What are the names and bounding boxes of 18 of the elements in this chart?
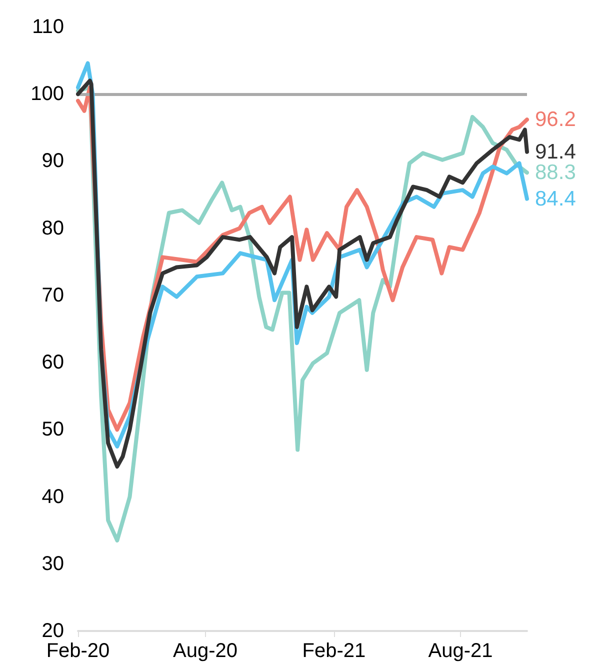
y-tick-label: 70 bbox=[42, 284, 64, 306]
data-label: 91.4 bbox=[535, 140, 576, 164]
data-label: 96.2 bbox=[535, 108, 576, 132]
y-tick-label: 110 bbox=[32, 16, 64, 38]
y-tick-label: 30 bbox=[42, 552, 64, 575]
y-tick-label: 20 bbox=[42, 620, 64, 642]
data-label: 84.4 bbox=[535, 187, 576, 210]
data-label: 88.3 bbox=[535, 161, 576, 184]
x-tick-label: Feb-20 bbox=[46, 640, 110, 662]
x-tick-label: Feb-21 bbox=[302, 640, 366, 662]
x-tick-label: Aug-21 bbox=[428, 640, 493, 662]
y-tick-label: 100 bbox=[30, 83, 64, 106]
x-tick-label: Aug-20 bbox=[173, 640, 238, 662]
y-tick-label: 90 bbox=[42, 150, 64, 172]
y-tick-label: 60 bbox=[42, 352, 64, 374]
y-tick-label: 50 bbox=[42, 418, 64, 441]
y-tick-label: 80 bbox=[42, 217, 64, 240]
y-tick-label: 40 bbox=[42, 486, 64, 508]
